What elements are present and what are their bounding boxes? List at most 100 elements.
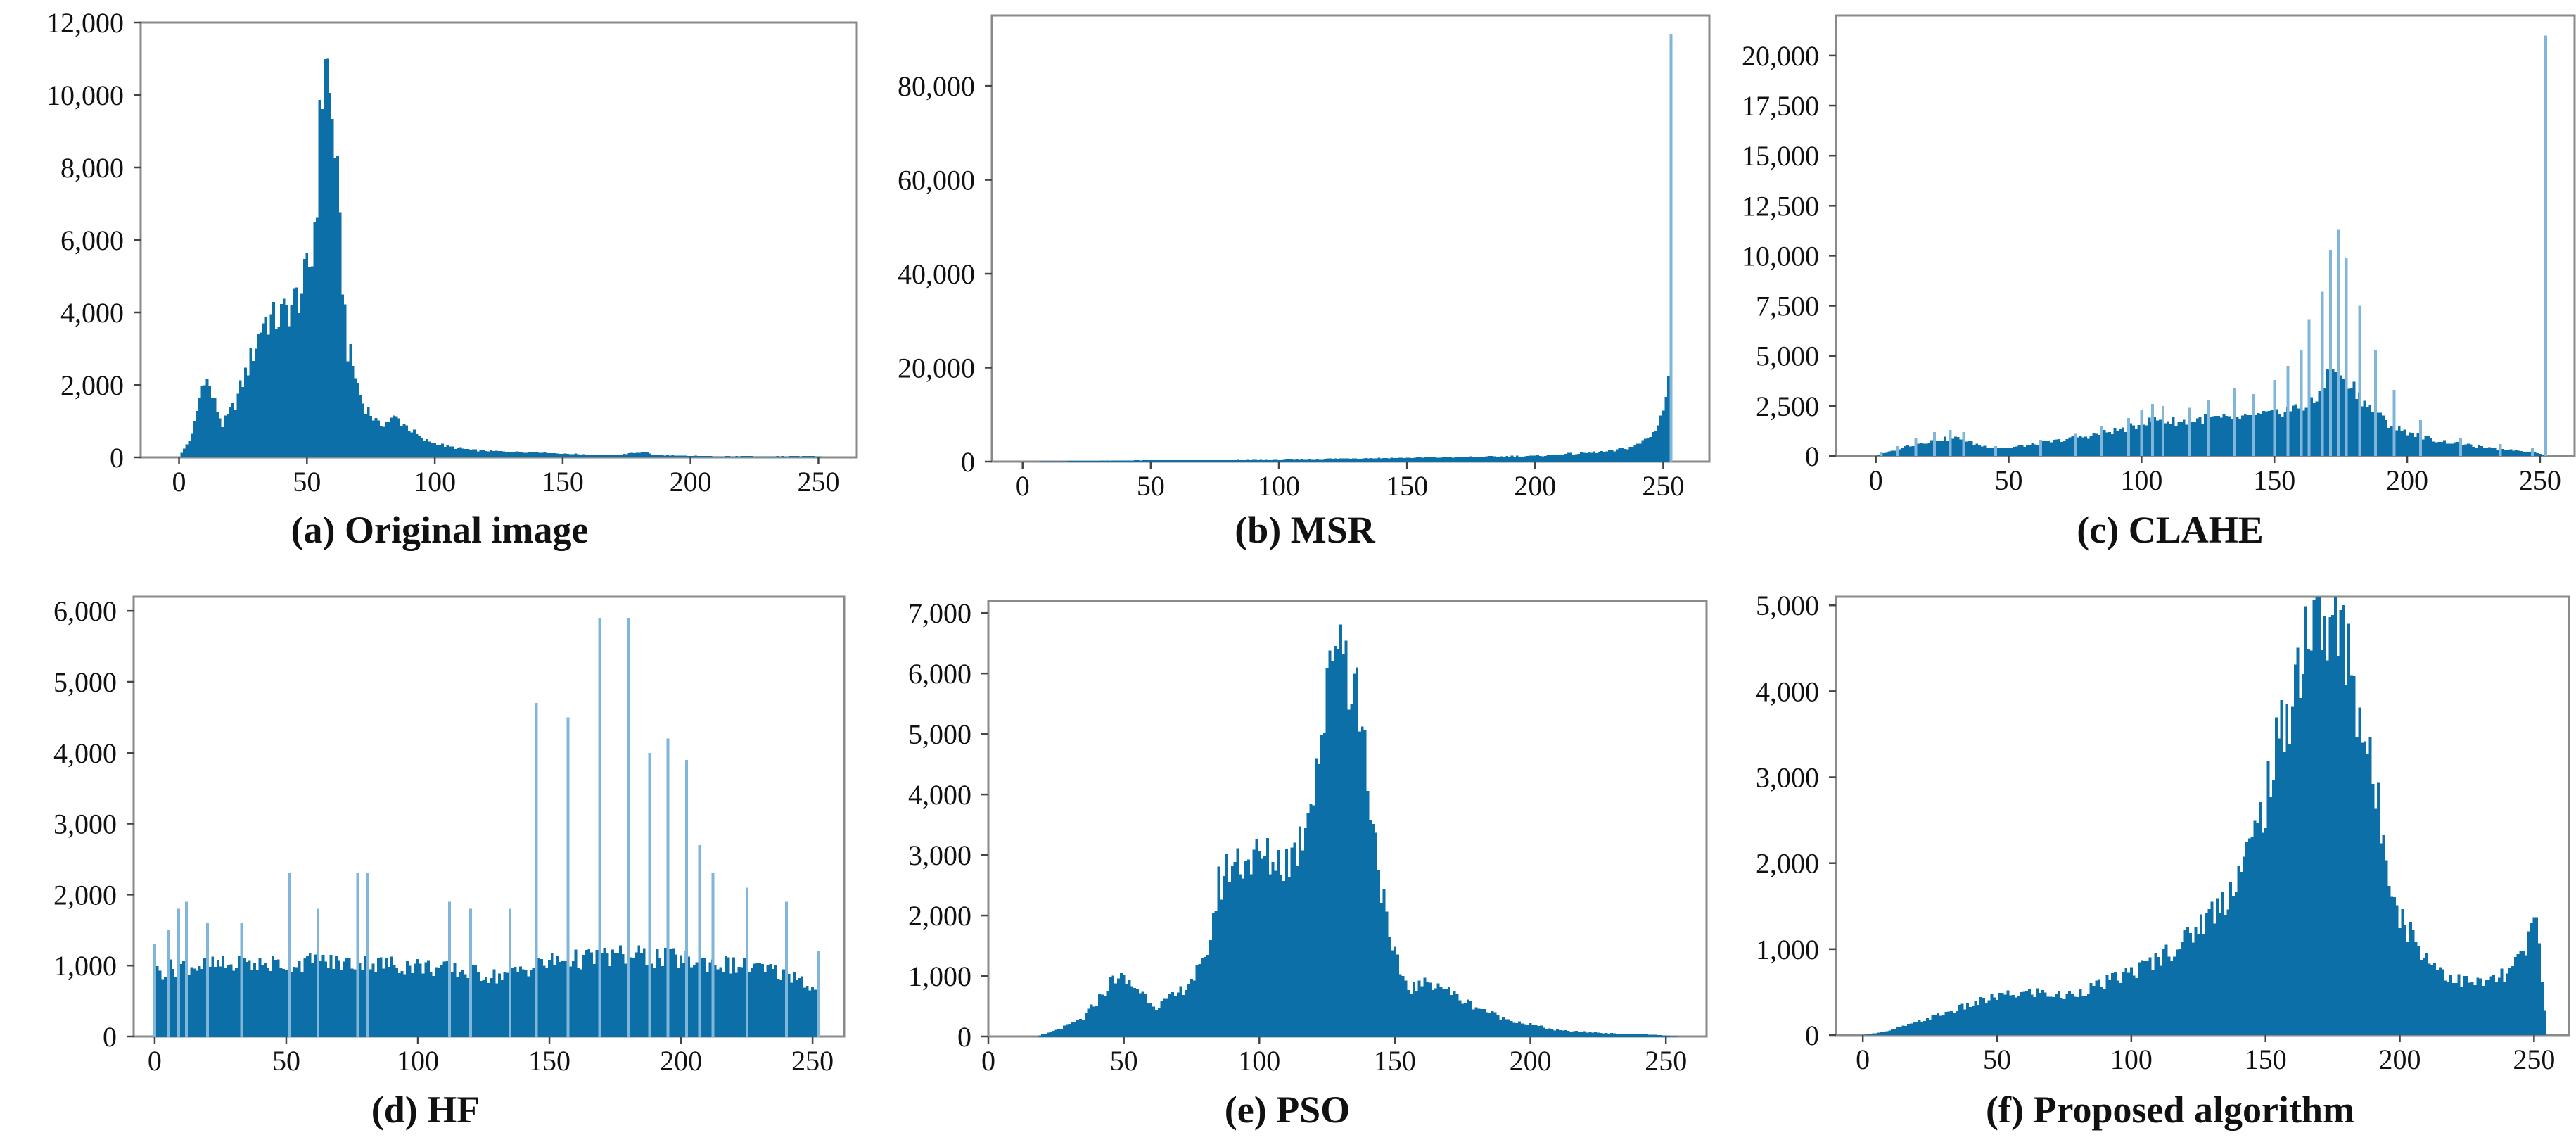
- histogram-bar: [737, 966, 741, 1037]
- histogram-bar: [1290, 459, 1294, 462]
- histogram-bar: [1885, 452, 1888, 456]
- histogram-bar: [2068, 437, 2072, 456]
- histogram-bar: [187, 975, 191, 1037]
- y-tick-label: 60,000: [898, 165, 975, 196]
- histogram-bar: [1662, 410, 1665, 462]
- histogram-bar: [1298, 459, 1301, 462]
- histogram-bar: [390, 417, 393, 457]
- histogram-spike: [711, 873, 715, 1037]
- histogram-bar: [2046, 996, 2050, 1035]
- histogram-bar: [2540, 982, 2544, 1035]
- histogram-bar: [1561, 1030, 1564, 1037]
- histogram-bar: [1234, 460, 1237, 462]
- histogram-bar: [1610, 1033, 1614, 1037]
- histogram-bar: [2506, 973, 2509, 1035]
- histogram-bar: [621, 954, 625, 1037]
- histogram-bar: [527, 976, 530, 1037]
- histogram-bar: [1464, 1003, 1467, 1037]
- histogram-bar: [403, 974, 407, 1037]
- histogram-bar: [1583, 1031, 1586, 1037]
- histogram-bar: [267, 334, 270, 457]
- histogram-bar: [529, 970, 533, 1037]
- histogram-bar: [1968, 1006, 1972, 1035]
- histogram-bar: [530, 452, 534, 457]
- histogram-bar: [258, 958, 262, 1037]
- y-tick-label: 5,000: [1756, 341, 1819, 372]
- histogram-bar: [1252, 849, 1256, 1037]
- y-tick-label: 15,000: [1742, 140, 1819, 172]
- histogram-bar: [2050, 442, 2053, 456]
- histogram-bar: [164, 977, 167, 1037]
- histogram-bar: [1192, 980, 1196, 1037]
- histogram-bar: [1318, 459, 1322, 462]
- histogram-bar: [2504, 450, 2507, 456]
- histogram-bar: [1526, 456, 1529, 462]
- histogram-bar: [612, 455, 616, 457]
- histogram-bar: [2124, 431, 2127, 456]
- histogram-bar: [2129, 423, 2133, 456]
- histogram-bar: [1108, 460, 1111, 462]
- histogram-bar: [1554, 455, 1557, 462]
- histogram-bar: [2222, 414, 2226, 456]
- histogram-bar: [1621, 1034, 1624, 1037]
- histogram-bar: [1498, 457, 1501, 462]
- histogram-bar: [1479, 457, 1483, 462]
- histogram-bar: [1073, 1021, 1077, 1037]
- histogram-bar: [298, 961, 301, 1037]
- histogram-bar: [2044, 441, 2048, 456]
- chart-panel-pso: 0 50 100 150 200 250 0 1,000 2,000 3,000 4,000 5,00…: [865, 576, 1723, 1147]
- histogram-bar: [2390, 426, 2393, 456]
- histogram-bar: [2379, 843, 2383, 1035]
- histogram-bar: [2368, 405, 2372, 456]
- histogram-bar: [525, 452, 528, 457]
- histogram-bar: [768, 456, 772, 457]
- histogram-spike: [648, 752, 651, 1037]
- histogram-bar: [559, 454, 562, 457]
- histogram-bar: [582, 955, 585, 1037]
- histogram-bar: [2312, 403, 2316, 456]
- histogram-bar: [2002, 448, 2005, 456]
- histogram-spike: [2358, 305, 2361, 456]
- histogram-bar: [2013, 447, 2016, 456]
- histogram-bar: [1192, 460, 1196, 462]
- histogram-spike: [2300, 350, 2303, 456]
- histogram-bar: [1331, 458, 1334, 462]
- histogram-bar: [1569, 452, 1573, 462]
- histogram-bar: [2060, 997, 2063, 1035]
- histogram-bar: [1377, 870, 1380, 1037]
- histogram-spike: [666, 738, 670, 1037]
- histogram-bar: [1550, 1029, 1554, 1037]
- histogram-bar: [1396, 954, 1399, 1037]
- histogram-bar: [1439, 457, 1442, 462]
- histogram-bar: [408, 965, 412, 1037]
- histogram-bar: [623, 453, 626, 457]
- histogram-bar: [777, 978, 780, 1037]
- histogram-bar: [1382, 457, 1386, 462]
- histogram-bar: [435, 445, 439, 457]
- histogram-bar: [812, 456, 815, 457]
- histogram-bar: [1134, 460, 1137, 462]
- histogram-bar: [1133, 988, 1137, 1037]
- histogram-bar: [459, 447, 462, 457]
- histogram-bar: [2473, 985, 2477, 1035]
- histogram-bar: [2254, 415, 2257, 456]
- histogram-bar: [1446, 457, 1450, 462]
- histogram-bar: [1888, 1030, 1892, 1035]
- histogram-bar: [1083, 461, 1086, 462]
- histogram-bar: [1649, 436, 1652, 462]
- histogram-bar: [2071, 436, 2074, 456]
- histogram-bar: [1404, 980, 1408, 1037]
- x-tick-label: 0: [1016, 470, 1030, 502]
- histogram-bar: [2201, 424, 2205, 456]
- histogram-bar: [646, 452, 649, 457]
- histogram-bar: [2049, 996, 2053, 1035]
- histogram-bar: [1607, 1034, 1611, 1037]
- histogram-bar: [379, 957, 383, 1037]
- histogram-bar: [282, 969, 286, 1037]
- x-tick-label: 250: [2513, 1044, 2555, 1075]
- histogram-bar: [663, 455, 667, 457]
- histogram-bar: [1644, 438, 1647, 462]
- histogram-bar: [2076, 437, 2079, 456]
- histogram-bar: [1899, 1027, 1902, 1035]
- histogram-bar: [1491, 1011, 1494, 1037]
